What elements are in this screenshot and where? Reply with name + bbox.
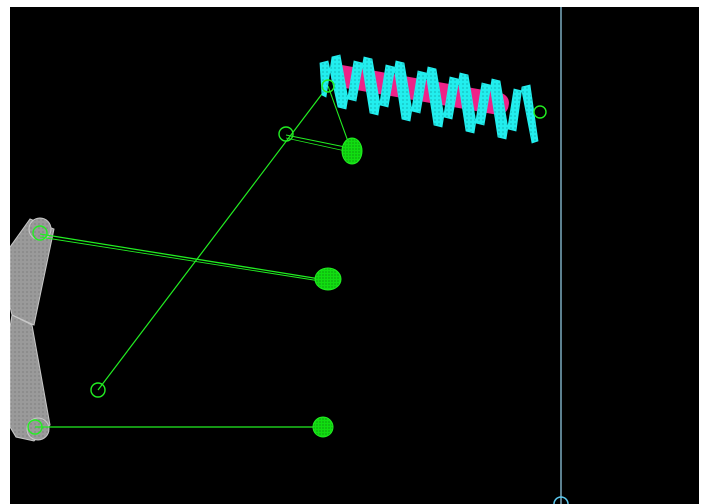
gray-bar-lower[interactable] [10, 314, 51, 442]
joint-upper-mid-icon[interactable] [278, 126, 294, 142]
link-spring-to-mass[interactable] [327, 85, 351, 148]
links [35, 85, 351, 428]
joints [27, 79, 547, 435]
link-short-b[interactable] [285, 137, 351, 153]
mass-lower-icon[interactable] [312, 416, 334, 438]
joint-spring-left-icon[interactable] [321, 79, 335, 93]
gray-bar[interactable] [10, 217, 55, 442]
link-upper-horizontal-2[interactable] [39, 236, 321, 282]
joint-bar-top-icon[interactable] [32, 225, 48, 241]
joint-bar-bottom-icon[interactable] [27, 419, 43, 435]
mass-middle-icon[interactable] [314, 267, 342, 291]
masses [312, 137, 363, 438]
scene-canvas[interactable] [10, 7, 699, 504]
gray-bar-top-cap-icon[interactable] [28, 217, 52, 241]
mass-upper-icon[interactable] [341, 137, 363, 165]
link-short-a[interactable] [285, 134, 351, 149]
joint-diagonal-bottom-icon[interactable] [90, 382, 106, 398]
link-upper-horizontal[interactable] [39, 233, 321, 280]
gray-bar-bottom-cap-icon[interactable] [26, 417, 50, 441]
simulation-viewport[interactable] [10, 7, 699, 504]
wall-anchor-icon[interactable] [553, 496, 569, 504]
joint-spring-right-icon[interactable] [533, 105, 547, 119]
spring-coil[interactable] [319, 54, 539, 144]
link-diagonal[interactable] [97, 85, 329, 391]
